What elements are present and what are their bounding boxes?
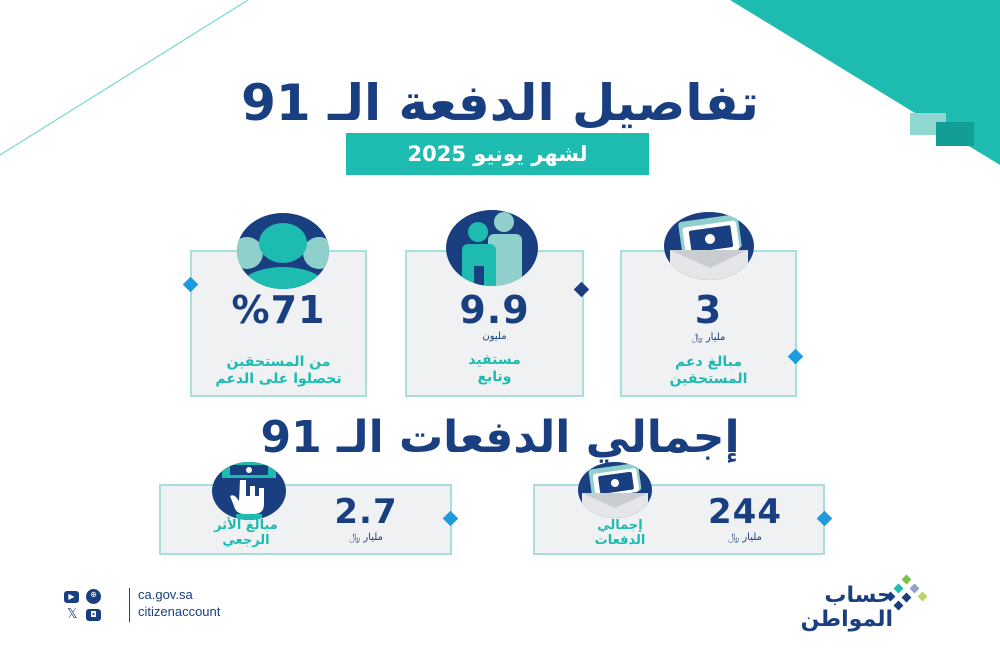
stat-value: 244 <box>708 492 782 532</box>
money-envelope-icon <box>664 212 754 280</box>
stat-description: إجمالي الدفعات <box>594 518 646 548</box>
social-handle[interactable]: citizenaccount <box>138 604 221 619</box>
stat-unit: مليار ﷼ <box>691 332 726 343</box>
stat-description: من المستحقين تحصلوا على الدعم <box>215 354 342 387</box>
page-title: تفاصيل الدفعة الـ 91 <box>241 74 759 132</box>
website-link[interactable]: ca.gov.sa <box>138 587 193 602</box>
total-card-retroactive: 2.7 مليار ﷼ مبالغ الأثر الرجعي <box>159 484 452 555</box>
period-badge: لشهر يونيو 2025 <box>346 133 649 175</box>
stat-unit: مليار ﷼ <box>349 532 383 543</box>
social-icons: ▶ ⊕ 𝕏 ◘ <box>64 589 120 625</box>
stat-value: 9.9 <box>459 288 530 332</box>
logo-dot <box>893 600 904 611</box>
stat-value: 2.7 <box>334 492 398 532</box>
instagram-icon[interactable]: ◘ <box>86 609 101 621</box>
citizen-account-logo: حساب المواطن <box>795 572 935 638</box>
youtube-icon[interactable]: ▶ <box>64 591 79 603</box>
logo-dot <box>917 591 928 602</box>
people-icon <box>446 210 538 286</box>
stat-description: مبالغ دعم المستحقين <box>669 354 748 387</box>
stat-description: مستفيد وتابع <box>468 352 521 385</box>
stat-unit: مليون <box>482 331 507 342</box>
stat-card-beneficiaries: 9.9 مليون مستفيد وتابع <box>405 250 584 397</box>
x-icon[interactable]: 𝕏 <box>67 607 78 622</box>
logo-dot <box>901 574 912 585</box>
beneficiaries-group-icon <box>237 213 329 289</box>
footer-divider <box>129 588 130 622</box>
stat-value: 3 <box>694 288 723 332</box>
decorative-square-dark <box>936 122 974 146</box>
stat-unit: مليار ﷼ <box>728 532 762 543</box>
logo-line-1: حساب <box>824 583 893 608</box>
money-envelope-icon <box>578 462 652 518</box>
stat-value: %71 <box>231 288 326 332</box>
globe-icon[interactable]: ⊕ <box>86 589 101 604</box>
totals-title: إجمالي الدفعات الـ 91 <box>260 412 740 463</box>
stat-description: مبالغ الأثر الرجعي <box>214 518 278 548</box>
logo-dot <box>909 583 920 594</box>
logo-line-2: المواطن <box>800 607 893 632</box>
logo-dot <box>893 583 904 594</box>
total-card-payments: 244 مليار ﷼ إجمالي الدفعات <box>533 484 825 555</box>
hand-cash-icon <box>212 462 286 520</box>
logo-dot <box>901 592 912 603</box>
